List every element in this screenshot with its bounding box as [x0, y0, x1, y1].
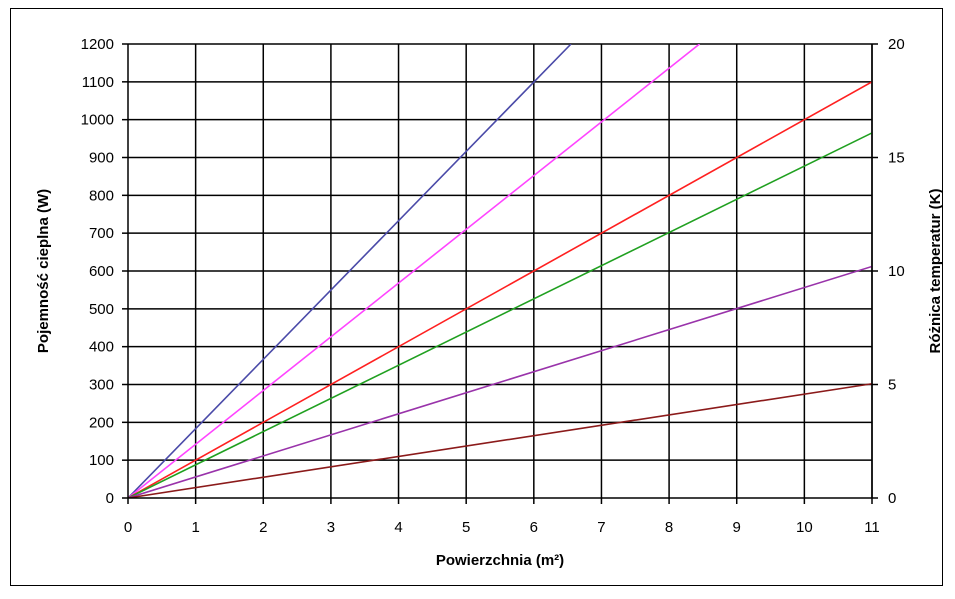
y-tick-label: 300 [89, 377, 114, 394]
series-line [128, 44, 572, 498]
chart-frame [10, 8, 943, 586]
y-tick-label: 800 [89, 187, 114, 204]
x-tick-label: 7 [597, 519, 605, 536]
grid [128, 43, 873, 498]
x-tick-label: 1 [191, 519, 199, 536]
x-tick-label: 4 [394, 519, 402, 536]
series-line [128, 265, 872, 498]
y-tick-label: 500 [89, 301, 114, 318]
x-tick-label: 5 [462, 519, 470, 536]
y-tick-label: 1200 [81, 36, 114, 53]
series-line [128, 81, 872, 498]
x-tick-label: 8 [665, 519, 673, 536]
x-tick-label: 10 [796, 519, 813, 536]
y2-tick-label: 5 [888, 377, 896, 394]
series-line [128, 132, 872, 498]
series-line [128, 44, 701, 498]
y-tick-label: 400 [89, 339, 114, 356]
y-axis-title: Pojemność cieplna (W) [35, 189, 52, 353]
y-tick-label: 0 [106, 490, 114, 507]
y-tick-label: 1100 [82, 74, 114, 91]
y-tick-label: 600 [89, 263, 114, 280]
x-tick-label: 2 [259, 519, 267, 536]
series-group [128, 44, 872, 498]
x-tick-label: 6 [530, 519, 538, 536]
tick-labels: 0 1 2 3 4 5 6 7 8 9 10 1101002003004005006007008009… [81, 36, 905, 536]
axes [122, 43, 878, 504]
x-axis-title: Powierzchnia (m²) [436, 552, 564, 569]
x-tick-label: 9 [733, 519, 741, 536]
y-tick-label: 700 [89, 225, 114, 242]
x-tick-label: 3 [327, 519, 335, 536]
y-tick-label: 1000 [81, 112, 114, 129]
y-tick-label: 900 [89, 150, 114, 167]
series-line [128, 382, 872, 498]
x-tick-label: 11 [864, 519, 880, 536]
y2-tick-label: 10 [888, 263, 905, 280]
y-tick-label: 100 [89, 452, 114, 469]
y-tick-label: 200 [89, 414, 114, 431]
y2-axis-title: Różnica temperatur (K) [927, 188, 944, 353]
x-tick-label: 0 [124, 519, 132, 536]
y2-tick-label: 0 [888, 490, 896, 507]
y2-tick-label: 20 [888, 36, 905, 53]
y2-tick-label: 15 [888, 150, 905, 167]
